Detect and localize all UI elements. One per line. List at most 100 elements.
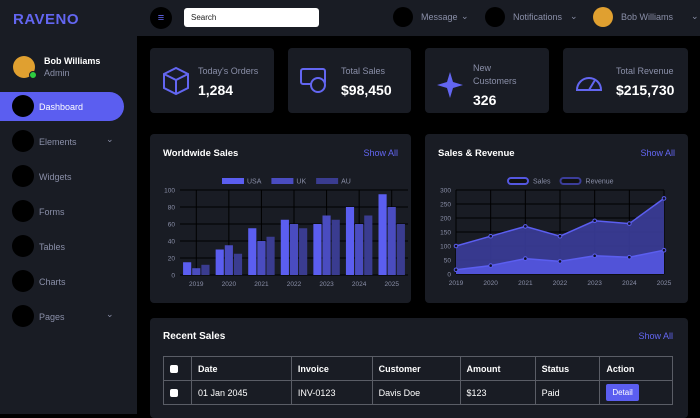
nav-label: Widgets (39, 171, 72, 182)
detail-button[interactable]: Detail (606, 384, 639, 401)
show-all-link[interactable]: Show All (638, 331, 673, 341)
x-tick-label: 2019 (449, 280, 464, 287)
nav-label: Charts (39, 276, 66, 287)
notifications-menu[interactable]: Notifications (513, 12, 563, 22)
bar (266, 236, 275, 275)
stat-label: Today's Orders (198, 66, 259, 76)
bar (248, 228, 257, 275)
point (488, 233, 493, 239)
cell: $123 (459, 380, 536, 405)
nav-label: Tables (39, 241, 66, 252)
legend-label: USA (247, 179, 262, 186)
nav-icon (12, 235, 34, 257)
bar (224, 245, 233, 275)
bar (299, 228, 308, 275)
x-tick-label: 2024 (622, 280, 637, 287)
y-tick-label: 60 (168, 222, 176, 229)
chevron: ⌄ (461, 11, 469, 21)
x-tick-label: 2023 (319, 281, 334, 288)
x-tick-label: 2025 (384, 281, 399, 288)
y-tick-label: 300 (440, 188, 451, 195)
user-role: Admin (44, 68, 70, 78)
header-cell: Amount (459, 356, 536, 381)
legend-swatch (222, 178, 244, 184)
x-tick-label: 2021 (518, 280, 533, 287)
menu-toggle[interactable]: ≡ (150, 7, 172, 29)
legend-swatch (316, 178, 339, 184)
message-menu[interactable]: Message (421, 12, 458, 22)
stat-card (150, 48, 274, 113)
box-icon (163, 66, 189, 96)
y-tick-label: 20 (168, 256, 176, 263)
bar (313, 224, 322, 275)
nav-item[interactable]: Charts (0, 267, 124, 296)
bar (396, 224, 405, 275)
x-tick-label: 2021 (254, 281, 269, 288)
chart-title: Worldwide Sales (163, 148, 238, 159)
search-input[interactable]: Search (184, 8, 319, 27)
show-all-link[interactable]: Show All (640, 148, 675, 158)
user-name: Bob Williams (44, 56, 101, 66)
bar (387, 207, 396, 275)
stat-value: $98,450 (341, 82, 392, 98)
bar (289, 224, 299, 275)
legend-swatch (559, 177, 582, 185)
x-tick-label: 2025 (657, 280, 672, 287)
stat-value: 326 (473, 92, 497, 108)
point (661, 196, 667, 201)
checkbox[interactable] (170, 388, 178, 397)
nav-item[interactable]: Forms (0, 197, 124, 226)
nav-item[interactable]: Tables (0, 232, 124, 261)
point (453, 267, 459, 273)
bar (280, 219, 289, 275)
nav-item[interactable]: Pages ⌄ (0, 302, 124, 331)
point (592, 253, 597, 259)
chart-title: Sales & Revenue (438, 148, 515, 159)
header-avatar (593, 7, 613, 27)
chevron: ⌄ (570, 11, 578, 21)
y-tick-label: 80 (168, 205, 176, 212)
cell (163, 380, 192, 405)
nav-item[interactable]: Widgets (0, 162, 124, 191)
x-tick-label: 2020 (222, 281, 237, 288)
point (627, 221, 632, 226)
stat-label: Total Revenue (616, 66, 674, 76)
x-tick-label: 2024 (352, 281, 367, 288)
point (523, 224, 528, 229)
status-dot (29, 71, 37, 79)
stat-value: $215,730 (616, 82, 675, 98)
x-tick-label: 2022 (287, 281, 302, 288)
bar (201, 264, 210, 275)
cell: 01 Jan 2045 (191, 380, 292, 405)
bar (355, 224, 364, 275)
bar (322, 215, 331, 275)
stat-label: Total Sales (341, 66, 386, 76)
nav-item[interactable]: Dashboard (0, 92, 124, 121)
y-tick-label: 250 (440, 202, 451, 209)
point (557, 259, 563, 264)
stat-card (563, 48, 688, 113)
stat-card (288, 48, 411, 113)
point (661, 247, 667, 253)
cell: Detail (599, 380, 673, 405)
legend-label: AU (341, 179, 351, 186)
stat-icons (163, 66, 603, 98)
point (557, 233, 563, 239)
brand[interactable]: RAVENO (13, 11, 80, 28)
nav-icon (12, 305, 34, 327)
stat-value: 1,284 (198, 82, 234, 98)
nav-icon (12, 200, 34, 222)
header-cell: Invoice (290, 356, 373, 381)
header-cell: Status (534, 356, 601, 381)
x-tick-label: 2020 (483, 280, 498, 287)
bar (378, 194, 387, 275)
nav-item[interactable]: Elements ⌄ (0, 127, 124, 156)
legend-label: Revenue (586, 179, 614, 186)
show-all-link[interactable]: Show All (363, 148, 398, 158)
checkbox[interactable] (170, 364, 178, 373)
legend-swatch (271, 178, 294, 184)
header-user[interactable]: Bob Williams (621, 12, 674, 22)
point (627, 254, 632, 260)
charts: Worldwide Sales Show All USA UK AU 0 20 40 60 80 1… (163, 148, 675, 288)
